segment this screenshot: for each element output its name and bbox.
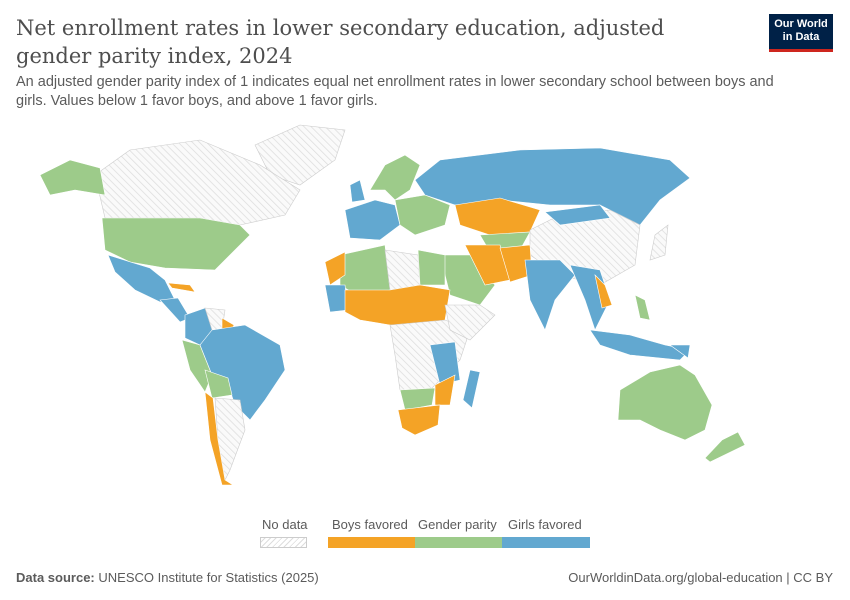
- region-libya[interactable]: [384, 249, 421, 291]
- region-india[interactable]: [524, 259, 576, 331]
- data-source-label: Data source:: [16, 570, 95, 585]
- region-west-africa[interactable]: [324, 284, 349, 313]
- world-map[interactable]: [0, 120, 850, 500]
- region-morocco[interactable]: [324, 251, 346, 286]
- region-south-africa[interactable]: [397, 404, 441, 436]
- region-eastern-europe[interactable]: [394, 194, 451, 236]
- region-usa[interactable]: [101, 217, 251, 271]
- region-australia[interactable]: [617, 364, 713, 441]
- legend-girls-label: Girls favored: [508, 517, 582, 532]
- data-source: Data source: UNESCO Institute for Statis…: [16, 570, 319, 585]
- region-brazil[interactable]: [199, 324, 286, 421]
- region-madagascar[interactable]: [462, 369, 481, 409]
- region-middle-east[interactable]: [439, 254, 496, 306]
- region-kazakhstan[interactable]: [454, 197, 541, 236]
- legend-no-data-swatch[interactable]: [260, 537, 307, 548]
- region-chile[interactable]: [204, 391, 235, 486]
- region-mongolia[interactable]: [544, 204, 611, 226]
- map-legend: No data Boys favored Gender parity Girls…: [0, 517, 850, 557]
- legend-parity-swatch[interactable]: [415, 537, 502, 548]
- region-egypt[interactable]: [417, 249, 446, 286]
- region-uk[interactable]: [349, 179, 366, 203]
- region-horn-of-africa[interactable]: [444, 304, 496, 341]
- region-japan[interactable]: [649, 224, 669, 261]
- chart-title: Net enrollment rates in lower secondary …: [16, 16, 665, 68]
- legend-boys-label: Boys favored: [332, 517, 408, 532]
- region-western-europe[interactable]: [344, 199, 401, 241]
- footer-link[interactable]: OurWorldinData.org/global-education | CC…: [568, 570, 833, 585]
- region-new-zealand[interactable]: [704, 431, 746, 463]
- legend-parity-label: Gender parity: [418, 517, 497, 532]
- region-vietnam[interactable]: [594, 274, 613, 309]
- region-papua-new-guinea[interactable]: [669, 344, 691, 359]
- region-philippines[interactable]: [634, 294, 651, 321]
- region-scandinavia[interactable]: [369, 154, 421, 201]
- data-source-text[interactable]: UNESCO Institute for Statistics (2025): [98, 570, 319, 585]
- region-alaska[interactable]: [39, 159, 106, 196]
- legend-boys-swatch[interactable]: [328, 537, 415, 548]
- chart-subtitle: An adjusted gender parity index of 1 ind…: [16, 74, 774, 109]
- region-mozambique[interactable]: [434, 374, 456, 406]
- legend-girls-swatch[interactable]: [502, 537, 590, 548]
- region-bolivia[interactable]: [204, 369, 233, 399]
- owid-logo[interactable]: Our World in Data: [769, 14, 833, 52]
- region-southern-africa[interactable]: [399, 387, 436, 411]
- legend-no-data-label: No data: [262, 517, 308, 532]
- region-tanzania[interactable]: [429, 341, 461, 386]
- region-cuba[interactable]: [167, 282, 196, 293]
